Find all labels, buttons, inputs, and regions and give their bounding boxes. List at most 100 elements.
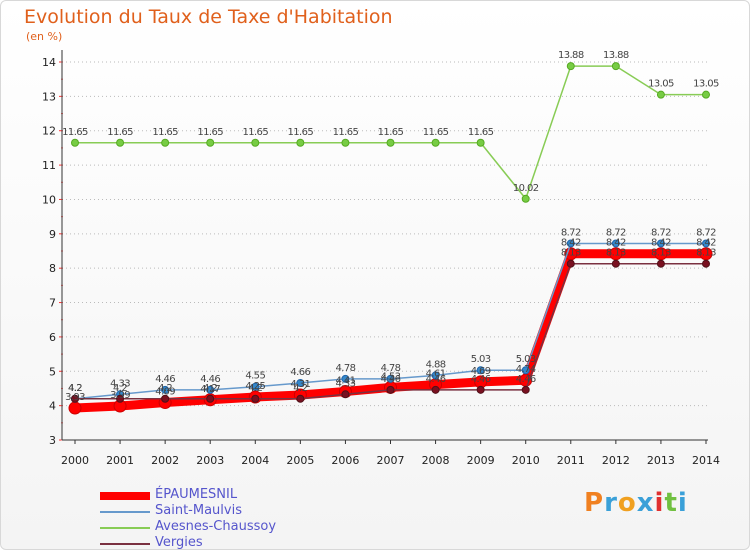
data-label-vergies: 4.2 [113,383,127,394]
data-label-epaumesnil: 8.42 [696,238,716,249]
data-point-vergies [206,394,215,403]
data-label-saint-maulvis: 4.88 [426,359,446,370]
legend-swatch [100,511,150,513]
data-point-vergies [116,394,125,403]
data-point-avesnes-chaussoy [116,138,125,147]
data-point-vergies [71,394,79,403]
data-point-avesnes-chaussoy [251,138,260,147]
data-label-saint-maulvis: 8.72 [606,227,626,238]
data-label-saint-maulvis: 8.72 [651,227,671,238]
y-tick-label: 8 [49,262,56,275]
x-tick-label: 2002 [151,454,179,467]
data-label-vergies: 8.13 [606,248,626,259]
data-label-saint-maulvis: 4.78 [381,363,401,374]
data-label-vergies: 4.2 [293,383,307,394]
legend-label: Avesnes-Chaussoy [155,519,277,534]
x-tick-label: 2000 [61,454,89,467]
data-label-avesnes-chaussoy: 13.88 [603,50,629,61]
data-point-vergies [611,259,620,268]
data-label-vergies: 4.46 [381,374,401,385]
data-label-saint-maulvis: 4.33 [110,378,130,389]
data-label-avesnes-chaussoy: 11.65 [107,127,133,138]
data-point-avesnes-chaussoy [161,138,170,147]
data-label-saint-maulvis: 5.03 [516,354,536,365]
data-label-avesnes-chaussoy: 13.88 [558,50,584,61]
data-label-avesnes-chaussoy: 10.02 [513,183,539,194]
data-point-saint-maulvis [521,366,530,375]
data-point-avesnes-chaussoy [206,138,215,147]
x-tick-label: 2013 [647,454,675,467]
chart-subtitle: (en %) [26,30,63,43]
chart-title: Evolution du Taux de Taxe d'Habitation [24,6,393,28]
data-label-epaumesnil: 4.74 [516,364,536,375]
data-label-epaumesnil: 4.31 [290,379,310,390]
data-labels: 3.93 3.99 4.09 4.17 4.25 4.31 4.41 4.53 4.61 4.69… [62,50,719,403]
data-label-avesnes-chaussoy: 11.65 [288,127,314,138]
data-point-vergies [296,394,305,403]
data-point-saint-maulvis [206,385,215,394]
data-label-epaumesnil: 4.17 [200,384,220,395]
data-point-avesnes-chaussoy [296,138,305,147]
logo-letter: o [617,488,637,518]
logo-letter: i [677,488,688,518]
data-label-vergies: 8.13 [651,248,671,259]
x-tick-label: 2008 [422,454,450,467]
y-tick-label: 12 [42,125,56,138]
data-label-vergies: 8.13 [561,248,581,259]
proxiti-logo: Proxiti [584,488,688,518]
data-label-saint-maulvis: 4.78 [335,363,355,374]
data-point-avesnes-chaussoy [656,90,665,99]
series-layer [68,62,713,415]
data-label-avesnes-chaussoy: 11.65 [152,127,178,138]
data-point-avesnes-chaussoy [431,138,440,147]
x-tick-label: 2004 [241,454,269,467]
data-point-avesnes-chaussoy [521,194,530,203]
data-point-saint-maulvis [656,239,665,248]
x-tick-label: 2003 [196,454,224,467]
data-label-epaumesnil: 3.99 [110,390,130,401]
data-label-vergies: 8.13 [696,248,716,259]
y-tick-label: 14 [42,56,56,69]
data-point-vergies [476,385,485,394]
y-tick-label: 10 [42,193,56,206]
data-label-epaumesnil: 4.09 [155,387,175,398]
data-label-avesnes-chaussoy: 11.65 [423,127,449,138]
y-tick-label: 5 [49,365,56,378]
data-label-saint-maulvis: 4.66 [290,367,310,378]
logo-letter: x [636,488,655,518]
data-point-saint-maulvis [702,239,710,248]
x-tick-label: 2009 [467,454,495,467]
data-point-vergies [521,385,530,394]
data-label-vergies: 4.2 [158,383,172,394]
data-point-vergies [566,259,575,268]
y-tick-label: 4 [49,400,56,413]
data-point-avesnes-chaussoy [702,90,710,99]
y-tick-label: 6 [49,331,56,344]
data-point-avesnes-chaussoy [71,138,79,147]
data-label-saint-maulvis: 8.72 [561,227,581,238]
data-label-avesnes-chaussoy: 11.65 [197,127,223,138]
line-chart: 3 4 5 6 7 8 9 10 11 12 13 14 2000 2001 2002 2003 2004 200… [42,50,720,467]
data-point-saint-maulvis [566,239,575,248]
data-point-vergies [656,259,665,268]
data-point-saint-maulvis [341,374,350,383]
data-label-epaumesnil: 4.53 [381,371,401,382]
data-point-vergies [341,390,350,399]
data-point-avesnes-chaussoy [611,62,620,71]
data-label-saint-maulvis: 5.03 [471,354,491,365]
data-point-avesnes-chaussoy [386,138,395,147]
data-label-saint-maulvis: 4.46 [155,374,175,385]
data-label-avesnes-chaussoy: 13.05 [648,79,674,90]
data-label-vergies: 4.46 [471,374,491,385]
legend-label: ÉPAUMESNIL [155,487,238,502]
data-point-saint-maulvis [251,382,260,391]
x-tick-label: 2006 [331,454,359,467]
data-point-saint-maulvis [161,385,170,394]
legend-swatch [100,527,150,529]
data-label-vergies: 4.46 [516,374,536,385]
y-tick-label: 9 [49,228,56,241]
y-tick-label: 13 [42,90,56,103]
data-label-epaumesnil: 4.61 [426,369,446,380]
legend-label: Vergies [155,535,203,550]
